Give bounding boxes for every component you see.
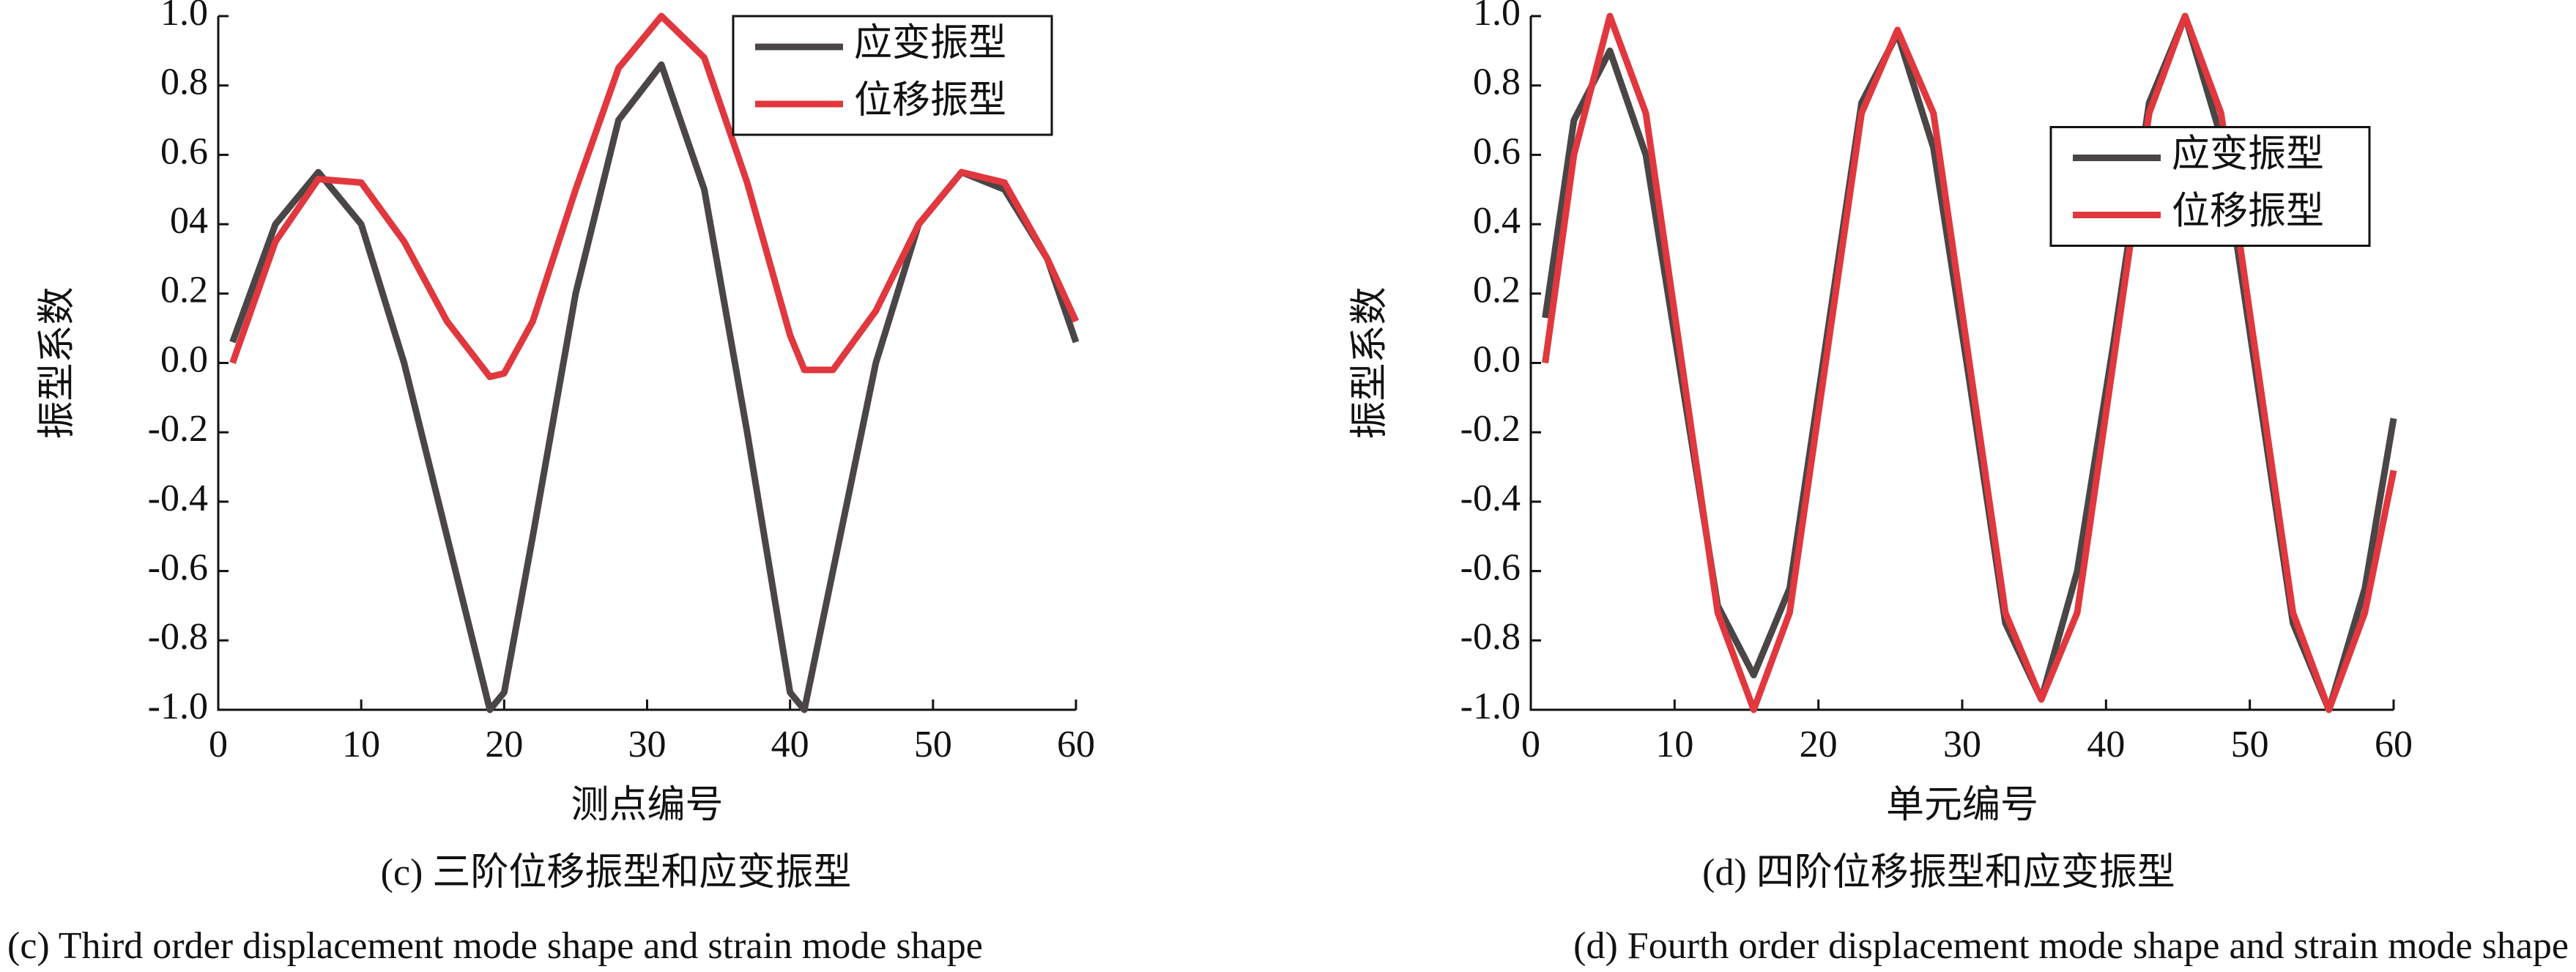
- caption-en: (c) Third order displacement mode shape …: [7, 925, 983, 967]
- x-tick-label: 20: [485, 724, 523, 765]
- x-tick-label: 40: [2087, 724, 2125, 765]
- axes: [1529, 16, 2394, 711]
- y-tick-label: -0.8: [1460, 616, 1521, 658]
- x-tick-label: 0: [209, 724, 228, 765]
- x-tick-label: 30: [1943, 724, 1981, 765]
- y-tick-label: -0.8: [148, 616, 208, 658]
- x-tick-label: 10: [1655, 724, 1693, 765]
- y-tick-label: -0.6: [148, 547, 208, 589]
- x-axis-label: 测点编号: [571, 784, 723, 826]
- legend-label: 位移振型: [854, 80, 1006, 122]
- x-tick-label: 30: [628, 724, 667, 765]
- series-line: [1542, 12, 2397, 713]
- x-tick-label: 60: [2375, 724, 2413, 765]
- y-axis-label: 振型系数: [1349, 286, 1391, 439]
- y-tick-label: 0.8: [1473, 62, 1521, 103]
- y-tick-label: -0.2: [1460, 408, 1521, 450]
- legend-label: 应变振型: [854, 23, 1006, 64]
- y-tick-label: -0.6: [1460, 547, 1521, 589]
- caption: (c) 三阶位移振型和应变振型: [381, 852, 852, 894]
- legend-box: [2049, 126, 2371, 248]
- y-tick-label: 04: [170, 200, 208, 242]
- x-tick-label: 20: [1800, 724, 1838, 765]
- y-tick-label: 0.6: [160, 130, 208, 172]
- legend-label: 应变振型: [2172, 133, 2324, 175]
- y-tick-label: 0.2: [1473, 270, 1521, 311]
- x-tick-label: 60: [1057, 724, 1095, 765]
- y-axis-label: 振型系数: [37, 286, 78, 439]
- y-tick-label: 0.0: [160, 338, 208, 380]
- y-tick-label: -1.0: [148, 686, 208, 727]
- caption: (d) 四阶位移振型和应变振型: [1702, 852, 2175, 894]
- y-tick-label: 0.0: [1473, 338, 1521, 380]
- y-tick-label: 0.4: [1473, 200, 1521, 242]
- x-tick-label: 0: [1521, 724, 1540, 765]
- y-tick-label: -0.2: [148, 408, 208, 450]
- legend-box: [732, 15, 1053, 136]
- y-tick-label: 0.6: [1473, 130, 1521, 172]
- y-tick-label: 0.8: [160, 62, 208, 103]
- x-axis-label: 单元编号: [1886, 784, 2038, 826]
- series-line: [229, 12, 1080, 380]
- y-tick-label: 1.0: [160, 0, 208, 34]
- x-tick-label: 40: [771, 724, 809, 765]
- caption-en: (d) Fourth order displacement mode shape…: [1573, 925, 2569, 967]
- y-tick-label: -0.4: [148, 478, 208, 519]
- y-tick-label: 1.0: [1473, 0, 1521, 34]
- x-tick-label: 50: [914, 724, 952, 765]
- x-tick-label: 10: [342, 724, 380, 765]
- x-tick-label: 50: [2231, 724, 2269, 765]
- legend-label: 位移振型: [2172, 190, 2324, 232]
- series-line: [229, 61, 1080, 713]
- y-tick-label: -0.4: [1460, 478, 1521, 519]
- y-tick-label: -1.0: [1460, 686, 1521, 727]
- y-tick-label: 0.2: [160, 270, 208, 311]
